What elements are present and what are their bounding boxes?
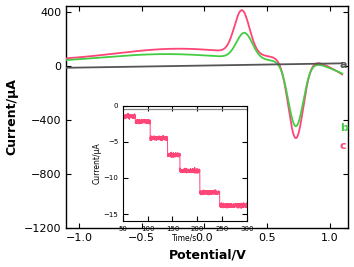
Text: c: c — [340, 141, 346, 151]
Y-axis label: Current/μA: Current/μA — [6, 78, 18, 155]
X-axis label: Potential/V: Potential/V — [169, 249, 246, 261]
Text: b: b — [340, 123, 348, 133]
Text: a: a — [340, 60, 347, 70]
